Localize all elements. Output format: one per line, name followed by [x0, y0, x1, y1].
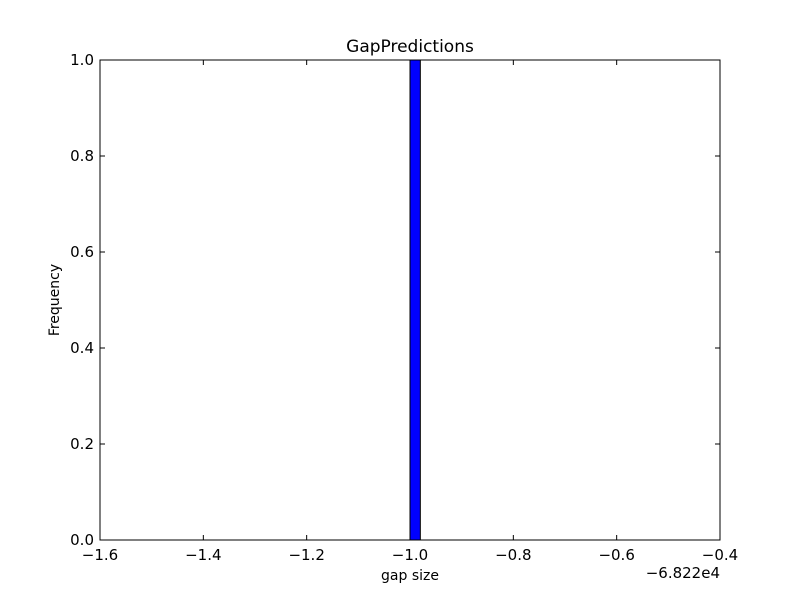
x-axis-offset-label: −6.822e4 [646, 564, 720, 582]
plot-frame [99, 59, 721, 541]
x-tick-label: −1.6 [82, 546, 118, 564]
x-tick-label: −1.4 [185, 546, 221, 564]
x-tick-label: −1.0 [392, 546, 428, 564]
chart-title: GapPredictions [346, 37, 474, 57]
x-tick-label: −0.6 [598, 546, 634, 564]
histogram-bar [409, 59, 421, 541]
y-tick-label: 0.2 [70, 435, 94, 453]
x-axis-label: gap size [381, 568, 439, 584]
x-tick-label: −0.4 [702, 546, 738, 564]
x-tick-label: −1.2 [288, 546, 324, 564]
y-axis-label: Frequency [47, 264, 63, 336]
x-tick-label: −0.8 [495, 546, 531, 564]
ticks-layer: −1.6 −1.4 −1.2 −1.0 −0.8 −0.6 −0.4 0.0 0.2 0.4 0.6… [70, 51, 738, 564]
y-tick-label: 1.0 [70, 51, 94, 69]
y-tick-label: 0.4 [70, 339, 94, 357]
y-tick-label: 0.0 [70, 531, 94, 549]
y-tick-label: 0.6 [70, 243, 94, 261]
y-tick-label: 0.8 [70, 147, 94, 165]
